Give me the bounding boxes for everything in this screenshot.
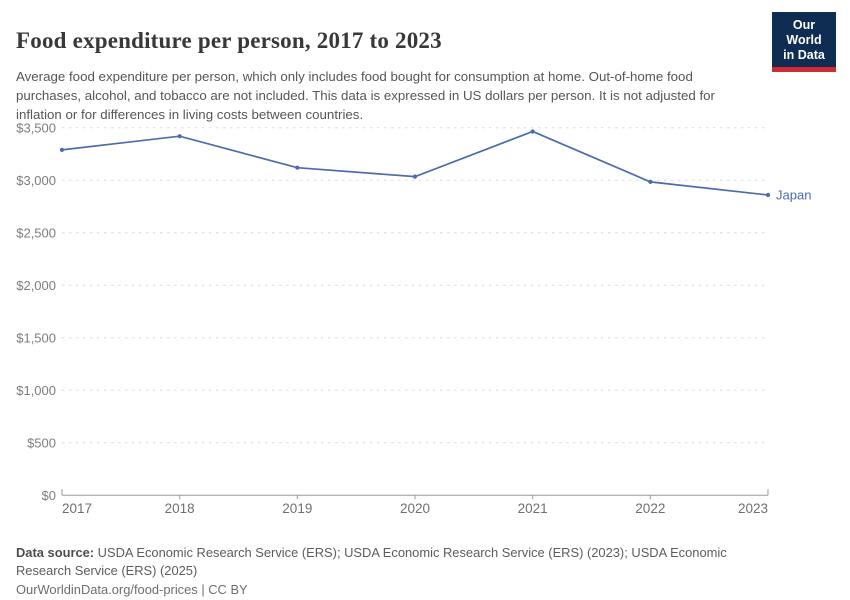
data-point[interactable] (59, 147, 65, 152)
license-link[interactable]: OurWorldinData.org/food-prices | CC BY (16, 581, 248, 597)
series-line-japan[interactable] (61, 130, 769, 196)
y-tick-label: $500 (27, 435, 56, 450)
data-point[interactable] (648, 179, 653, 184)
data-source-text: USDA Economic Research Service (ERS); US… (16, 544, 727, 578)
data-point[interactable] (530, 129, 535, 134)
x-tick-label: 2019 (282, 501, 312, 516)
data-point[interactable] (412, 174, 418, 179)
y-tick-label: $0 (42, 488, 56, 503)
owid-logo-line2: in Data (783, 48, 825, 62)
chart-title: Food expenditure per person, 2017 to 202… (16, 28, 442, 54)
data-source-line: Data source: USDA Economic Research Serv… (16, 544, 764, 580)
y-tick-label: $3,500 (16, 120, 56, 135)
owid-logo-line1: Our World (786, 18, 822, 47)
x-tick-label: 2020 (400, 501, 430, 516)
y-tick-label: $1,000 (16, 383, 56, 398)
y-tick-label: $2,000 (16, 278, 56, 293)
data-point[interactable] (177, 134, 182, 139)
x-tick-label: 2018 (165, 501, 195, 516)
owid-logo[interactable]: Our World in Data (772, 12, 836, 72)
x-tick-label: 2017 (62, 501, 92, 516)
x-tick-label: 2023 (738, 501, 768, 516)
data-point[interactable] (295, 165, 300, 170)
x-tick-label: 2022 (635, 501, 665, 516)
data-source-label: Data source: (16, 544, 95, 560)
chart-subtitle: Average food expenditure per person, whi… (16, 69, 715, 123)
y-tick-label: $3,000 (16, 173, 56, 188)
data-point[interactable] (765, 192, 771, 198)
series-label-japan[interactable]: Japan (776, 188, 811, 203)
x-tick-label: 2021 (518, 501, 548, 516)
line-chart-canvas[interactable]: $0 $500 $1,000 $1,500 $2,000 $2,500 $3,000 $3,5… (0, 0, 850, 525)
y-tick-label: $1,500 (16, 330, 56, 345)
y-tick-label: $2,500 (16, 225, 56, 240)
